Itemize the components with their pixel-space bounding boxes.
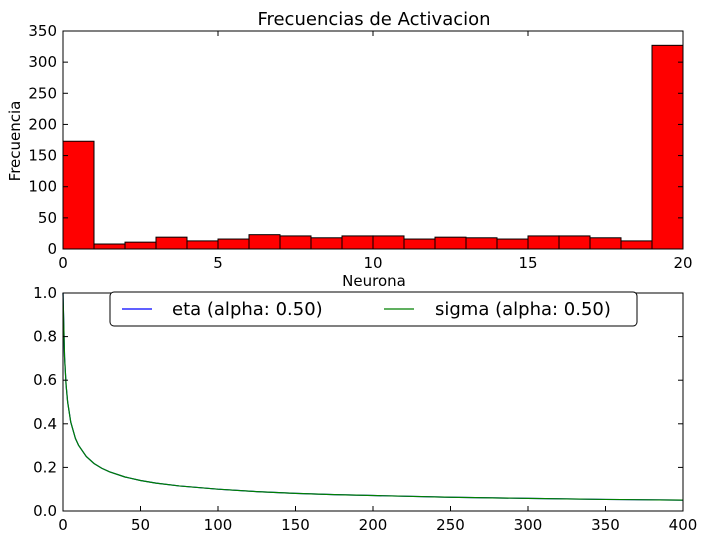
histogram-bar [341, 235, 374, 250]
x-tick-label: 0 [58, 516, 68, 534]
y-tick-label: 1.0 [33, 284, 57, 302]
series-line-sigma [62, 292, 684, 501]
x-tick-label: 150 [281, 516, 310, 534]
line-chart: 0 50 100 150 200 250 300 350 400 0.0 0.2 0.4 0.6 0.8 1… [33, 284, 697, 534]
x-tick-label: 20 [673, 254, 692, 272]
chart-title: Frecuencias de Activacion [257, 9, 490, 30]
x-tick-label: 5 [213, 254, 223, 272]
plot-frame [62, 30, 684, 250]
y-tick-label: 0.2 [33, 458, 57, 476]
histogram-bar [155, 236, 188, 250]
histogram-bar [465, 237, 498, 250]
y-tick-label: 0 [47, 240, 57, 258]
legend: eta (alpha: 0.50) sigma (alpha: 0.50) [109, 291, 638, 327]
x-axis-label: Neurona [342, 272, 406, 290]
y-tick-label: 0.8 [33, 328, 57, 346]
y-tick-label: 50 [38, 209, 57, 227]
x-tick-label: 50 [131, 516, 150, 534]
y-tick-label: 200 [28, 115, 57, 133]
histogram-bar [434, 236, 467, 250]
x-tick-label: 0 [58, 254, 68, 272]
histogram-bar [124, 241, 157, 250]
y-tick-label: 100 [28, 178, 57, 196]
histogram-bar [558, 235, 591, 250]
histogram-bar [93, 243, 126, 250]
histogram-bar [620, 240, 653, 250]
y-axis-label: Frecuencia [6, 101, 24, 182]
histogram-bar [217, 238, 250, 250]
histogram-bar [372, 235, 405, 250]
histogram-bar [279, 235, 312, 250]
y-tick-label: 250 [28, 84, 57, 102]
x-tick-label: 15 [518, 254, 537, 272]
y-tick-label: 150 [28, 147, 57, 165]
y-tick-label: 0.6 [33, 371, 57, 389]
x-tick-label: 300 [514, 516, 543, 534]
legend-box [109, 291, 638, 327]
x-tick-label: 400 [669, 516, 698, 534]
y-tick-label: 0.0 [33, 502, 57, 520]
x-tick-label: 10 [363, 254, 382, 272]
y-tick-label: 300 [28, 53, 57, 71]
histogram-bar [589, 237, 622, 250]
histogram-bar [186, 240, 219, 250]
histogram-bar [527, 235, 560, 250]
x-tick-label: 350 [591, 516, 620, 534]
histogram-chart: Frecuencias de Activacion Frecuencia Neu… [6, 9, 693, 290]
x-tick-label: 200 [359, 516, 388, 534]
legend-label-sigma: sigma (alpha: 0.50) [435, 299, 611, 320]
histogram-bar [62, 140, 95, 250]
y-tick-label: 350 [28, 22, 57, 40]
series-lines [62, 292, 684, 501]
x-tick-label: 100 [204, 516, 233, 534]
histogram-bar [651, 44, 684, 250]
x-tick-label: 250 [436, 516, 465, 534]
y-tick-label: 0.4 [33, 415, 57, 433]
histogram-bar [496, 238, 529, 250]
histogram-bars [62, 44, 684, 250]
axis-ticks: 0 50 100 150 200 250 300 350 400 0.0 0.2 0.4 0.6 0.8 1… [33, 284, 697, 534]
histogram-bar [310, 237, 343, 250]
histogram-bar [403, 238, 436, 250]
histogram-bar [248, 234, 281, 250]
legend-label-eta: eta (alpha: 0.50) [172, 299, 323, 320]
